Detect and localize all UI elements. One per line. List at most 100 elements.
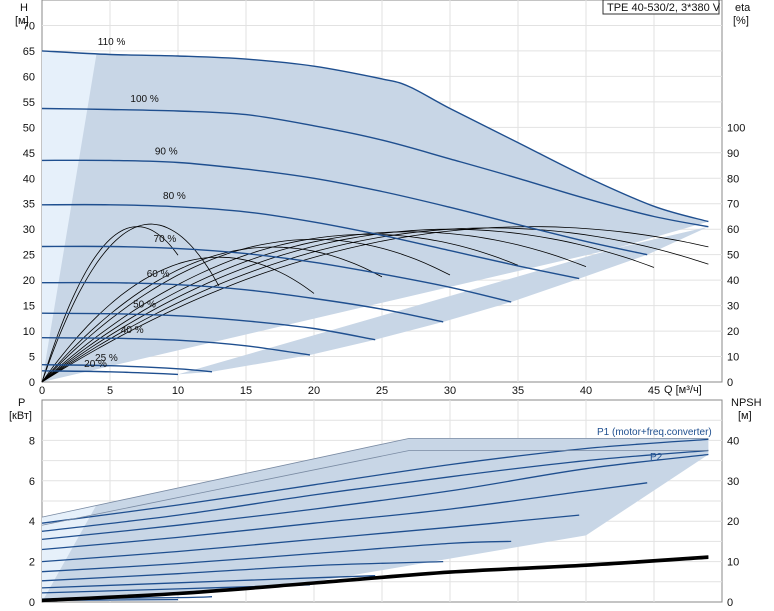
h-tick-label: 45 bbox=[23, 148, 35, 160]
h-axis-unit: [м] bbox=[15, 15, 29, 27]
bottom-panel: 0 2 4 6 8 0 10 20 30 40 P [кВт] NPSH [м] P1 (mot… bbox=[9, 397, 762, 609]
power-curve bbox=[41, 482, 648, 551]
eta-tick-label: 30 bbox=[727, 301, 739, 313]
q-axis-ticks: 0 5 10 15 20 25 30 35 40 45 bbox=[39, 385, 660, 397]
q-tick-label: 20 bbox=[308, 385, 320, 397]
head-curve-label: 80 % bbox=[163, 191, 186, 202]
efficiency-curve bbox=[41, 231, 587, 383]
npsh-axis-unit: [м] bbox=[738, 410, 752, 422]
eta-tick-label: 70 bbox=[727, 199, 739, 211]
head-curve bbox=[41, 203, 580, 280]
npsh-tick-label: 10 bbox=[727, 557, 739, 569]
head-curve bbox=[41, 245, 512, 303]
efficiency-curve bbox=[41, 226, 179, 383]
h-axis-label: H bbox=[20, 2, 28, 14]
eta-tick-label: 10 bbox=[727, 352, 739, 364]
h-axis-ticks: 0 5 10 15 20 25 30 35 40 45 50 55 60 65 70 bbox=[23, 20, 35, 389]
efficiency-curve bbox=[41, 223, 220, 383]
head-curve-label: 40 % bbox=[121, 325, 144, 336]
power-envelope-line bbox=[41, 450, 709, 526]
operating-range-fill bbox=[42, 50, 709, 383]
h-tick-label: 70 bbox=[23, 20, 35, 32]
h-tick-label: 50 bbox=[23, 122, 35, 134]
npsh-curve bbox=[41, 555, 709, 600]
h-tick-label: 30 bbox=[23, 224, 35, 236]
head-curve bbox=[41, 312, 376, 341]
q-tick-label: 30 bbox=[444, 385, 456, 397]
chart-title: TPE 40-530/2, 3*380 V bbox=[607, 2, 721, 14]
head-curve-label: 50 % bbox=[133, 300, 156, 311]
head-curve-label: 110 % bbox=[98, 37, 126, 48]
top-panel: 110 %100 %90 %80 %70 %60 %50 %40 %25 %20… bbox=[15, 0, 751, 397]
q-tick-label: 40 bbox=[580, 385, 592, 397]
efficiency-curve bbox=[41, 233, 519, 383]
npsh-tick-label: 20 bbox=[727, 516, 739, 528]
eta-tick-label: 80 bbox=[727, 173, 739, 185]
power-curves bbox=[41, 437, 709, 602]
head-curve bbox=[41, 159, 648, 256]
head-curve bbox=[41, 281, 444, 323]
p-axis-label: P bbox=[18, 397, 25, 409]
npsh-tick-label: 40 bbox=[727, 435, 739, 447]
head-curve bbox=[41, 370, 179, 376]
power-curve bbox=[41, 449, 709, 532]
q-axis-label: Q [м³/ч] bbox=[664, 384, 702, 396]
p-tick-label: 6 bbox=[29, 476, 35, 488]
efficiency-curve bbox=[41, 226, 709, 383]
head-curve bbox=[41, 107, 709, 228]
p-axis-unit: [кВт] bbox=[9, 410, 32, 422]
power-curve bbox=[41, 438, 709, 524]
power-curve bbox=[41, 514, 580, 563]
eta-tick-label: 100 bbox=[727, 122, 745, 134]
h-tick-label: 25 bbox=[23, 250, 35, 262]
head-curve bbox=[41, 337, 310, 356]
head-curve-label: 60 % bbox=[147, 269, 170, 280]
npsh-curves bbox=[41, 555, 709, 603]
npsh-curve bbox=[41, 556, 709, 601]
power-curve bbox=[41, 560, 444, 582]
eta-axis-ticks: 0 10 20 30 40 50 60 70 80 90 100 bbox=[727, 122, 745, 389]
power-envelope-line bbox=[41, 437, 709, 518]
npsh-axis-ticks: 0 10 20 30 40 bbox=[727, 435, 739, 609]
h-tick-label: 20 bbox=[23, 275, 35, 287]
q-tick-label: 0 bbox=[39, 385, 45, 397]
head-curve bbox=[41, 50, 709, 223]
h-tick-label: 15 bbox=[23, 301, 35, 313]
q-tick-label: 35 bbox=[512, 385, 524, 397]
head-curve-label: 70 % bbox=[154, 234, 177, 245]
head-curve-label: 25 % bbox=[95, 353, 118, 364]
q-tick-label: 25 bbox=[376, 385, 388, 397]
h-tick-label: 40 bbox=[23, 173, 35, 185]
eta-axis-label: eta bbox=[735, 2, 751, 14]
top-envelope bbox=[42, 50, 709, 383]
q-tick-label: 15 bbox=[240, 385, 252, 397]
h-tick-label: 5 bbox=[29, 352, 35, 364]
p-tick-label: 4 bbox=[29, 516, 35, 528]
eta-tick-label: 40 bbox=[727, 275, 739, 287]
eta-axis-unit: [%] bbox=[733, 15, 749, 27]
npsh-curve bbox=[41, 557, 709, 602]
p-axis-ticks: 0 2 4 6 8 bbox=[29, 435, 35, 609]
h-tick-label: 55 bbox=[23, 97, 35, 109]
p1-label: P1 (motor+freq.converter) bbox=[597, 427, 712, 438]
h-tick-label: 60 bbox=[23, 71, 35, 83]
npsh-tick-label: 0 bbox=[727, 597, 733, 609]
npsh-tick-label: 30 bbox=[727, 476, 739, 488]
efficiency-curve bbox=[41, 238, 451, 383]
h-tick-label: 65 bbox=[23, 46, 35, 58]
efficiency-curve bbox=[41, 256, 315, 383]
q-tick-label: 10 bbox=[172, 385, 184, 397]
power-curve bbox=[41, 453, 709, 541]
head-curve-label: 100 % bbox=[130, 94, 158, 105]
eta-tick-label: 0 bbox=[727, 377, 733, 389]
head-curve-label: 20 % bbox=[84, 359, 107, 370]
npsh-curve bbox=[41, 557, 709, 603]
p2-label: P2 bbox=[650, 452, 663, 463]
h-tick-label: 0 bbox=[29, 377, 35, 389]
eta-tick-label: 20 bbox=[727, 326, 739, 338]
title-box bbox=[602, 0, 720, 15]
operating-range-light-fill bbox=[42, 50, 97, 382]
head-curve bbox=[41, 364, 213, 373]
head-curve-label: 90 % bbox=[155, 146, 178, 157]
